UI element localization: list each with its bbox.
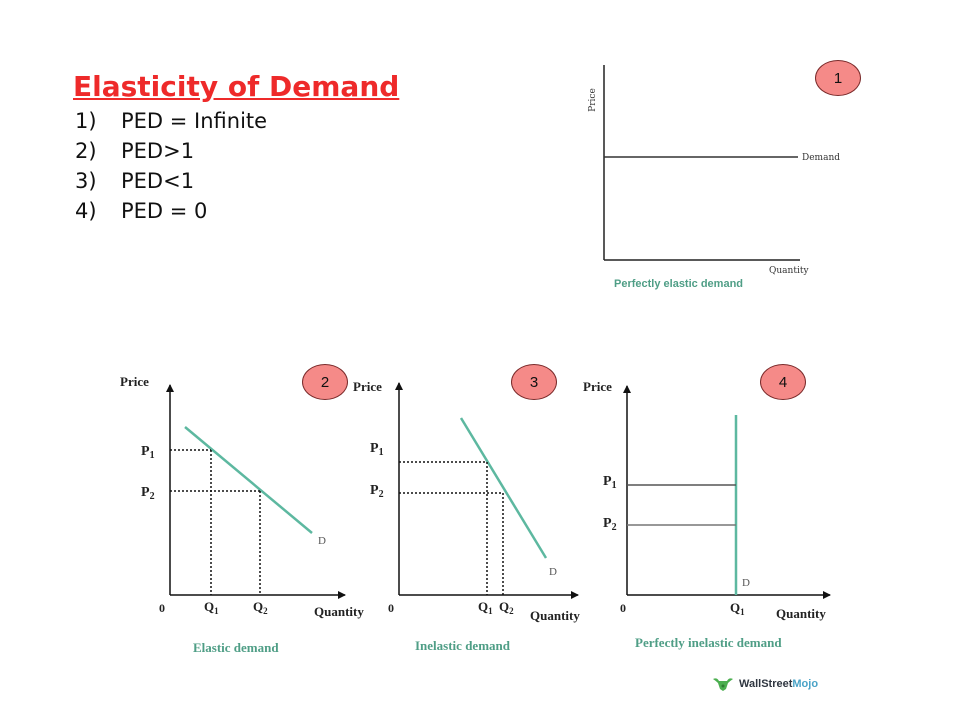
p2-label: P2 bbox=[370, 483, 384, 500]
curve-label: D bbox=[318, 535, 326, 547]
origin-label: 0 bbox=[159, 601, 165, 615]
graph-caption: Inelastic demand bbox=[415, 638, 511, 653]
list-item: 3) PED<1 bbox=[75, 169, 195, 193]
badge-3: 3 bbox=[511, 364, 557, 400]
slide-title: Elasticity of Demand bbox=[73, 70, 400, 103]
p1-label: P1 bbox=[603, 474, 617, 491]
p1-label: P1 bbox=[141, 444, 155, 461]
origin-label: 0 bbox=[620, 601, 626, 615]
q1-label: Q1 bbox=[730, 600, 745, 617]
x-axis-label: Quantity bbox=[769, 266, 809, 276]
graph-caption: Perfectly inelastic demand bbox=[635, 635, 782, 650]
badge-4: 4 bbox=[760, 364, 806, 400]
list-item: 1) PED = Infinite bbox=[75, 109, 268, 133]
x-axis-label: Quantity bbox=[530, 608, 580, 623]
demand-curve bbox=[184, 426, 313, 534]
y-axis-label: Price bbox=[120, 374, 149, 389]
q1-label: Q1 bbox=[204, 599, 219, 616]
graph-elastic: Price P1 P2 0 Q1 Q2 Quantity D Elastic d… bbox=[120, 374, 364, 655]
graph-caption: Elastic demand bbox=[193, 640, 279, 655]
curve-label: D bbox=[742, 577, 750, 589]
y-axis-label: Price bbox=[583, 379, 612, 394]
origin-label: 0 bbox=[388, 601, 394, 615]
badge-2: 2 bbox=[302, 364, 348, 400]
q2-label: Q2 bbox=[253, 599, 268, 616]
y-axis-label: Price bbox=[353, 379, 382, 394]
graph-caption: Perfectly elastic demand bbox=[614, 278, 743, 290]
graph-inelastic: Price P1 P2 0 Q1 Q2 Quantity D Inelastic… bbox=[353, 379, 580, 653]
badge-1: 1 bbox=[815, 60, 861, 96]
ped-list: 1) PED = Infinite 2) PED>1 3) PED<1 4) PED =… bbox=[75, 106, 267, 226]
demand-label: Demand bbox=[802, 153, 840, 163]
bull-icon bbox=[713, 678, 733, 691]
wallstreetmojo-logo: WallStreetMojo bbox=[712, 676, 818, 692]
p1-label: P1 bbox=[370, 441, 384, 458]
demand-curve bbox=[459, 417, 548, 559]
graph-perfectly-elastic: Price Demand Quantity Perfectly elastic … bbox=[588, 65, 840, 290]
y-axis-label: Price bbox=[588, 88, 598, 112]
q1-label: Q1 bbox=[478, 599, 493, 616]
curve-label: D bbox=[549, 566, 557, 578]
list-item: 2) PED>1 bbox=[75, 139, 195, 163]
x-axis-label: Quantity bbox=[776, 606, 826, 621]
graph-perfectly-inelastic: Price P1 P2 0 Q1 Quantity D Perfectly in… bbox=[583, 379, 831, 650]
p2-label: P2 bbox=[141, 485, 155, 502]
p2-label: P2 bbox=[603, 516, 617, 533]
q2-label: Q2 bbox=[499, 599, 514, 616]
list-item: 4) PED = 0 bbox=[75, 199, 208, 223]
x-axis-label: Quantity bbox=[314, 604, 364, 619]
